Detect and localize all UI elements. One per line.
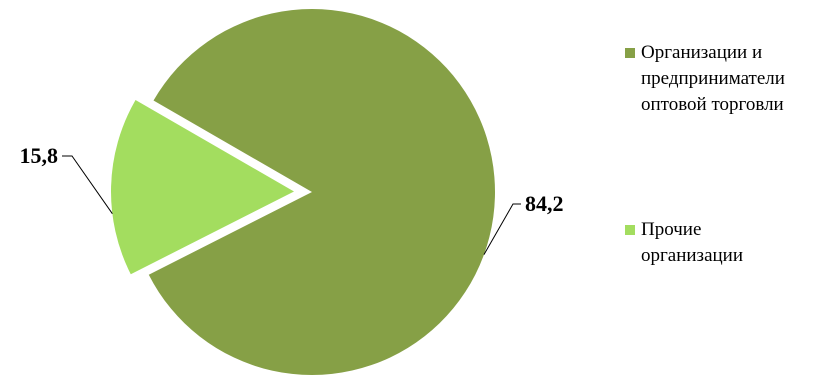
pie-slices: [111, 9, 496, 376]
pie-slice-other: [111, 100, 295, 275]
leader-lines: [62, 155, 521, 255]
legend-swatch-other: [625, 225, 635, 235]
pie-slice-wholesale: [148, 9, 496, 376]
data-label-wholesale: 84,2: [525, 191, 564, 216]
data-label-other: 15,8: [20, 143, 59, 168]
leader-line-wholesale: [483, 203, 521, 255]
legend-label-other: Прочие организации: [641, 219, 744, 266]
leader-line-other: [62, 155, 113, 215]
legend-label-wholesale: Организации и предприниматели оптовой то…: [641, 42, 785, 115]
legend-swatch-wholesale: [625, 48, 635, 58]
data-labels: 84,2 15,8: [20, 143, 564, 216]
